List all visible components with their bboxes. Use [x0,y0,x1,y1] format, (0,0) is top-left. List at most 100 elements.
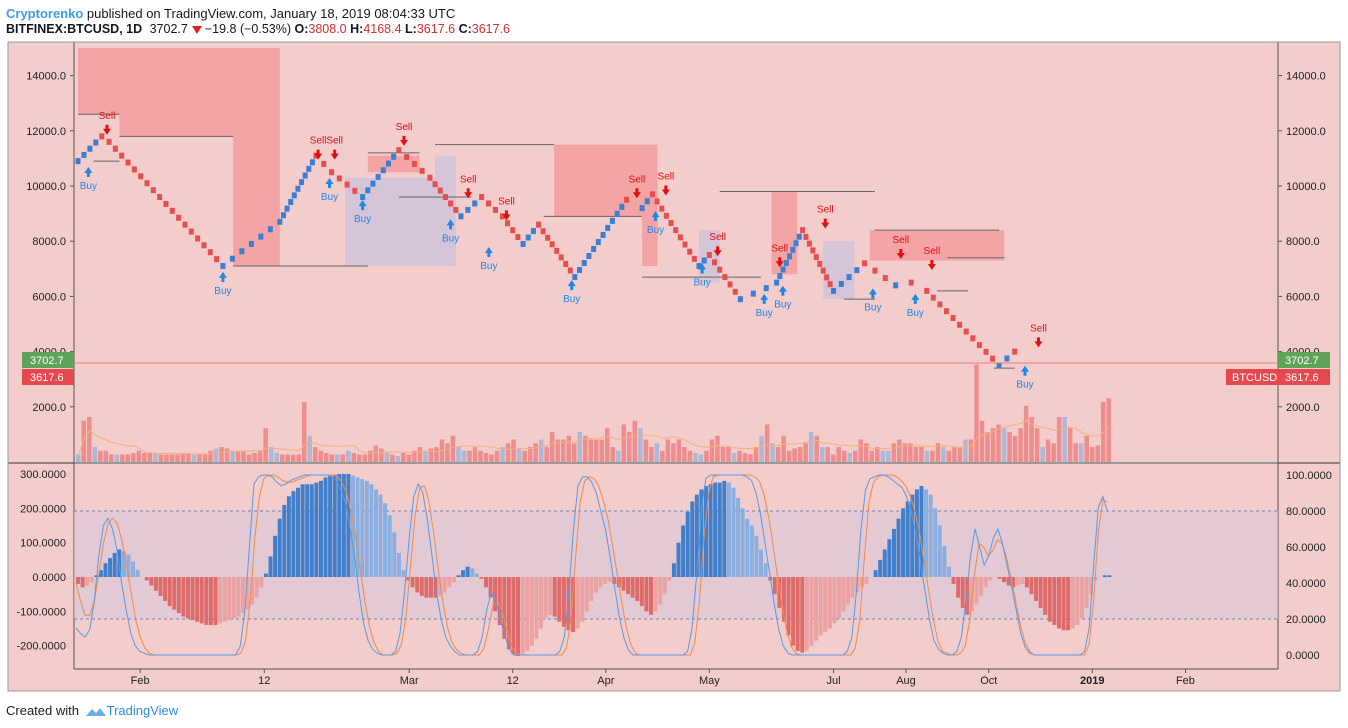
oscillator-bar [332,474,337,578]
time-tick-label: 2019 [1080,675,1104,687]
oscillator-bar [213,577,218,626]
tradingview-logo-icon[interactable] [85,706,107,718]
renko-brick-up [93,139,99,146]
oscillator-bar [131,561,135,578]
oscillator-bar [387,515,392,578]
buy-arrow-icon [868,288,877,299]
time-tick-label: Feb [1176,675,1195,687]
renko-brick-down [668,219,674,226]
renko-brick-up [996,362,1002,369]
volume-bar [362,454,368,462]
volume-bar [1051,443,1056,462]
volume-bar [533,443,538,462]
renko-brick-up [267,226,273,233]
volume-bar [902,443,908,462]
oscillator-bar [763,563,768,578]
oscillator-bar [176,577,181,614]
oscillator-bar [814,577,819,641]
volume-bar [301,402,307,462]
renko-brick-up [701,257,707,264]
price-tick-left: 6000.0 [32,291,66,303]
volume-bar [853,450,858,462]
oscillator-bar [470,568,475,578]
open-label: O: [294,22,309,36]
oscillator-bar [933,508,938,578]
oscillator-bar [291,491,296,578]
volume-bar [257,450,263,462]
oscillator-bar [483,577,488,588]
sell-arrow-icon [330,149,339,160]
renko-brick-down [950,314,956,321]
buy-arrow-icon [760,293,769,304]
renko-brick-up [380,167,386,174]
volume-bar [605,428,610,462]
volume-bar [252,453,257,462]
volume-bar [1089,447,1095,462]
author-link[interactable]: Cryptorenko [6,6,84,21]
low-label: L: [405,22,417,36]
volume-bar [489,454,494,462]
footer-brand[interactable]: TradingView [106,703,179,718]
renko-brick-up [696,263,702,270]
change-value: −19.8 (−0.53%) [204,22,292,36]
renko-brick-down [677,234,683,241]
renko-brick-down [970,335,976,342]
renko-brick-down [924,287,930,294]
volume-bar [544,447,549,462]
oscillator-bar [305,484,310,578]
price-tick-left: 14000.0 [26,71,66,83]
volume-bar [263,428,268,462]
oscillator-bar [1020,577,1025,584]
resistance-cloud [869,230,1005,261]
oscillator-bar [658,577,663,605]
volume-bar [1084,435,1089,462]
renko-brick-down [144,180,150,187]
symbol-info: BITFINEX:BTCUSD, 1D 3702.7 −19.8 (−0.53%)… [6,22,510,36]
renko-brick-up [248,240,254,247]
sell-label: Sell [771,243,788,254]
oscillator-bar [566,577,571,631]
low-value: 3617.6 [416,22,456,36]
price-tick-right: 8000.0 [1286,236,1320,248]
time-tick-label: Apr [597,675,614,687]
price-tick-left: 12000.0 [26,126,66,138]
volume-bar [720,447,726,462]
renko-brick-down [687,248,693,255]
renko-brick-up [280,212,286,219]
oscillator-tick-right: 80.0000 [1286,506,1326,518]
volume-bar [759,435,764,462]
volume-bar [246,454,252,462]
volume-bar [296,454,301,462]
renko-brick-up [465,206,471,213]
renko-brick-up [777,273,783,280]
renko-brick-up [750,290,756,297]
time-tick-label: 12 [507,675,519,687]
volume-bar [538,439,544,462]
footer-created-with: Created with [6,703,79,718]
renko-brick-up [375,173,381,180]
volume-bar [483,453,489,462]
renko-brick-down [150,187,156,194]
price-tick-left: 2000.0 [32,402,66,414]
volume-bar [582,435,588,462]
renko-brick-up [391,153,397,160]
renko-brick-up [581,260,587,267]
volume-bar [1067,428,1073,462]
renko-brick-down [207,249,213,256]
volume-bar [164,454,169,462]
oscillator-bar [208,577,213,626]
resistance-cloud [119,48,234,137]
oscillator-bar [511,577,516,655]
renko-brick-down [453,206,459,213]
oscillator-bar [181,577,186,617]
volume-bar [357,454,362,462]
oscillator-bar [286,496,291,578]
renko-brick-down [448,200,454,207]
volume-bar [379,448,384,462]
oscillator-bar [662,577,667,595]
oscillator-bar [1089,577,1094,595]
buy-arrow-icon [567,280,576,291]
oscillator-bar [589,577,594,602]
volume-bar [1106,398,1111,462]
